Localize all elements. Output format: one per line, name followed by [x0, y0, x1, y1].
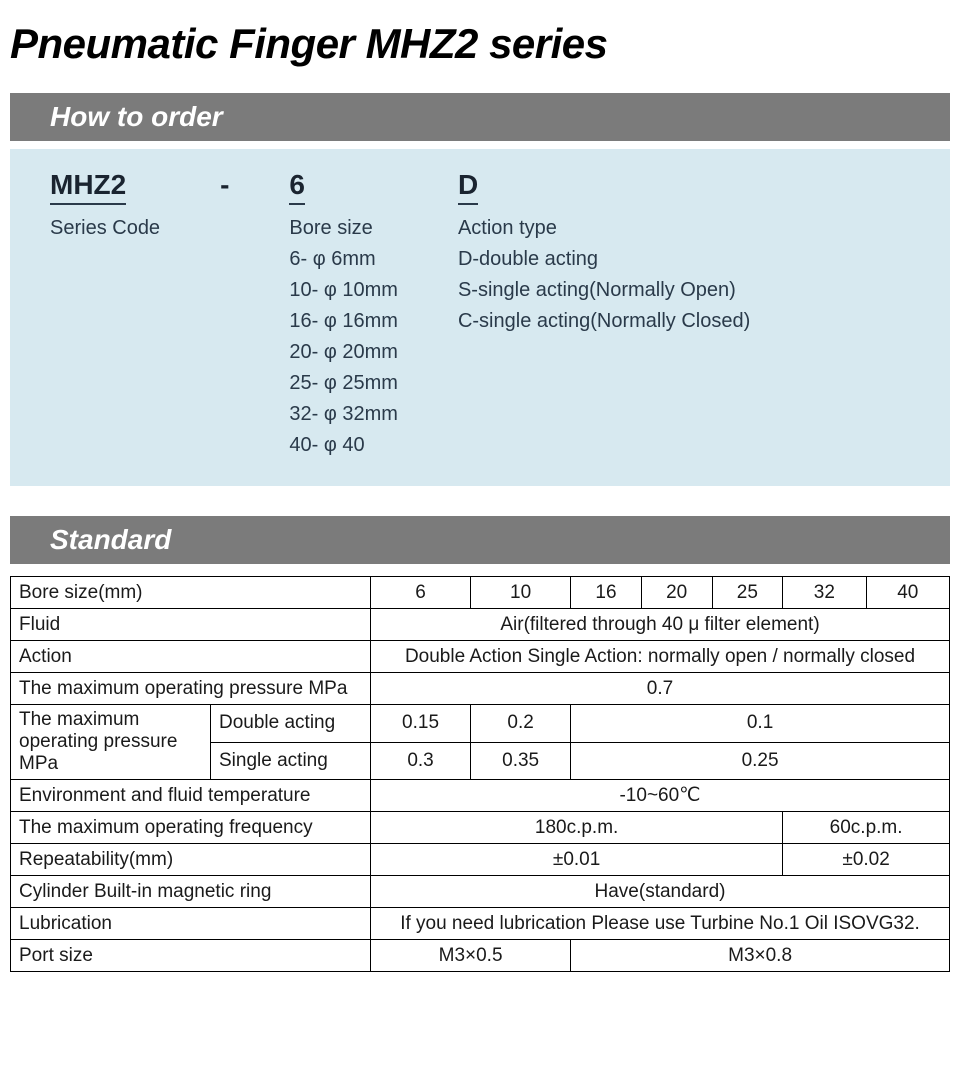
- env-temp-value: -10~60℃: [371, 780, 950, 812]
- single-10: 0.35: [471, 742, 571, 780]
- action-item: C-single acting(Normally Closed): [458, 306, 750, 337]
- standard-header: Standard: [10, 516, 950, 564]
- single-6: 0.3: [371, 742, 471, 780]
- action-label: Action: [11, 641, 371, 673]
- bore-size-col: 6 Bore size 6- φ 6mm 10- φ 10mm 16- φ 16…: [289, 169, 398, 461]
- bore-col: 20: [641, 577, 712, 609]
- port-value-a: M3×0.5: [371, 940, 571, 972]
- bore-item: 32- φ 32mm: [289, 399, 398, 430]
- action-type-col: D Action type D-double acting S-single a…: [458, 169, 750, 461]
- page-title: Pneumatic Finger MHZ2 series: [0, 0, 960, 93]
- action-item: S-single acting(Normally Open): [458, 275, 750, 306]
- repeat-value-b: ±0.02: [783, 844, 950, 876]
- mag-value: Have(standard): [371, 876, 950, 908]
- max-pressure-value: 0.7: [371, 673, 950, 705]
- double-6: 0.15: [371, 705, 471, 743]
- order-panel: MHZ2 Series Code - 6 Bore size 6- φ 6mm …: [10, 149, 950, 486]
- double-acting-label: Double acting: [211, 705, 371, 743]
- action-value: Double Action Single Action: normally op…: [371, 641, 950, 673]
- series-code-value: MHZ2: [50, 169, 126, 205]
- repeat-label: Repeatability(mm): [11, 844, 371, 876]
- bore-size-label: Bore size: [289, 217, 398, 240]
- table-row: Bore size(mm) 6 10 16 20 25 32 40: [11, 577, 950, 609]
- table-row: Environment and fluid temperature -10~60…: [11, 780, 950, 812]
- action-type-label: Action type: [458, 217, 750, 240]
- table-row: Fluid Air(filtered through 40 μ filter e…: [11, 609, 950, 641]
- fluid-label: Fluid: [11, 609, 371, 641]
- repeat-value-a: ±0.01: [371, 844, 783, 876]
- table-row: Cylinder Built-in magnetic ring Have(sta…: [11, 876, 950, 908]
- bore-item: 25- φ 25mm: [289, 368, 398, 399]
- spec-table: Bore size(mm) 6 10 16 20 25 32 40 Fluid …: [10, 576, 950, 972]
- single-rest: 0.25: [571, 742, 950, 780]
- min-pressure-label-l1: The maximum: [19, 709, 139, 730]
- table-row: The maximum operating pressure MPa 0.7: [11, 673, 950, 705]
- action-code-value: D: [458, 169, 478, 205]
- bore-col: 10: [471, 577, 571, 609]
- series-code-label: Series Code: [50, 217, 160, 240]
- series-code-col: MHZ2 Series Code: [50, 169, 160, 461]
- bore-col: 32: [783, 577, 866, 609]
- lube-value: If you need lubrication Please use Turbi…: [371, 908, 950, 940]
- freq-value-b: 60c.p.m.: [783, 812, 950, 844]
- table-row: The maximum operating frequency 180c.p.m…: [11, 812, 950, 844]
- bore-item: 6- φ 6mm: [289, 244, 398, 275]
- freq-label: The maximum operating frequency: [11, 812, 371, 844]
- how-to-order-header: How to order: [10, 93, 950, 141]
- max-pressure-label: The maximum operating pressure MPa: [11, 673, 371, 705]
- table-row: The maximum operating pressure MPa Doubl…: [11, 705, 950, 743]
- bore-col: 6: [371, 577, 471, 609]
- bore-size-header-label: Bore size(mm): [11, 577, 371, 609]
- table-row: Port size M3×0.5 M3×0.8: [11, 940, 950, 972]
- double-10: 0.2: [471, 705, 571, 743]
- bore-item: 20- φ 20mm: [289, 337, 398, 368]
- table-row: Lubrication If you need lubrication Plea…: [11, 908, 950, 940]
- order-dash: -: [220, 169, 229, 201]
- fluid-value: Air(filtered through 40 μ filter element…: [371, 609, 950, 641]
- double-rest: 0.1: [571, 705, 950, 743]
- single-acting-label: Single acting: [211, 742, 371, 780]
- bore-item: 16- φ 16mm: [289, 306, 398, 337]
- bore-item: 40- φ 40: [289, 430, 398, 461]
- mag-label: Cylinder Built-in magnetic ring: [11, 876, 371, 908]
- table-row: Repeatability(mm) ±0.01 ±0.02: [11, 844, 950, 876]
- bore-code-value: 6: [289, 169, 305, 205]
- table-row: Action Double Action Single Action: norm…: [11, 641, 950, 673]
- dash-col: -: [220, 169, 229, 461]
- lube-label: Lubrication: [11, 908, 371, 940]
- bore-item: 10- φ 10mm: [289, 275, 398, 306]
- freq-value-a: 180c.p.m.: [371, 812, 783, 844]
- port-label: Port size: [11, 940, 371, 972]
- min-pressure-label: The maximum operating pressure MPa: [11, 705, 211, 780]
- bore-col: 16: [571, 577, 642, 609]
- bore-col: 25: [712, 577, 783, 609]
- env-temp-label: Environment and fluid temperature: [11, 780, 371, 812]
- port-value-b: M3×0.8: [571, 940, 950, 972]
- action-item: D-double acting: [458, 244, 750, 275]
- bore-col: 40: [866, 577, 949, 609]
- min-pressure-label-l2: operating pressure MPa: [19, 731, 177, 774]
